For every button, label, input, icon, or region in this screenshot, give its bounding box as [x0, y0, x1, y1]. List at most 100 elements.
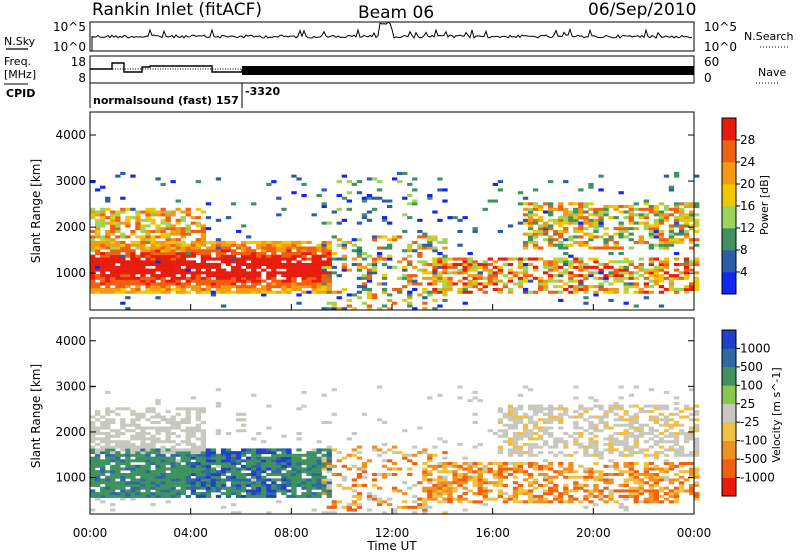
- power-cell-292: [145, 252, 151, 256]
- velocity-cell-2060: [689, 467, 695, 471]
- velocity-cell-1247: [462, 486, 468, 490]
- velocity-cell-135: [115, 475, 121, 479]
- velocity-cell-2014: [673, 440, 680, 444]
- velocity-cell-1296: [482, 489, 488, 493]
- velocity-cell-907: [301, 481, 307, 485]
- power-cell-228: [130, 232, 136, 236]
- power-cell-1032: [336, 257, 342, 261]
- velocity-cell-248: [135, 415, 141, 419]
- velocity-cell-1301: [482, 467, 488, 471]
- velocity-cell-192: [125, 445, 131, 449]
- power-cell-1584: [558, 235, 564, 239]
- power-cell-892: [296, 274, 302, 278]
- power-cell-1942: [658, 243, 665, 247]
- velocity-cell-1645: [583, 483, 589, 487]
- power-cell-1720: [593, 257, 599, 261]
- power-cell-1510: [538, 246, 544, 250]
- power-cell-982: [321, 271, 327, 275]
- velocity-cell-252: [140, 486, 146, 490]
- velocity-cell-57: [100, 481, 106, 485]
- power-cell-237: [135, 279, 141, 283]
- velocity-cbtick-1: 500: [740, 360, 763, 374]
- power-cell-272: [140, 240, 146, 244]
- power-cell-905: [301, 290, 307, 294]
- velocity-cell-1595: [563, 407, 569, 411]
- velocity-cell-1710: [598, 451, 604, 455]
- velocity-cell-1933: [653, 453, 660, 457]
- power-cell-395: [165, 263, 171, 267]
- power-cell-641: [220, 254, 227, 258]
- velocity-cell-407: [170, 486, 176, 490]
- velocity-cell-41: [95, 453, 101, 457]
- velocity-cell-973: [321, 478, 327, 482]
- power-cell-1395: [487, 263, 493, 267]
- power-cell-567: [200, 238, 207, 242]
- power-cell-1310: [442, 199, 448, 203]
- velocity-cell-820: [271, 456, 277, 460]
- velocity-cell-1796: [623, 478, 629, 482]
- power-cell-863: [286, 254, 292, 258]
- power-cell-1361: [467, 252, 473, 256]
- velocity-cell-424: [170, 432, 176, 436]
- velocity-cell-564: [200, 462, 207, 466]
- velocity-cell-952: [316, 486, 322, 490]
- velocity-cell-1138: [422, 508, 428, 512]
- velocity-cell-543: [195, 445, 202, 449]
- velocity-cell-478: [185, 478, 191, 482]
- power-cell-1568: [553, 229, 559, 233]
- velocity-cell-650: [225, 489, 232, 493]
- velocity-cell-81: [105, 478, 111, 482]
- velocity-cell-1048: [356, 475, 363, 479]
- power-cell-1655: [578, 279, 584, 283]
- velocity-cell-480: [185, 473, 191, 477]
- velocity-cell-269: [140, 437, 146, 441]
- velocity-cell-749: [251, 453, 257, 457]
- velocity-cell-1968: [663, 467, 670, 471]
- power-cell-2023: [678, 210, 685, 214]
- velocity-cell-1762: [613, 437, 619, 441]
- power-cell-548: [195, 221, 202, 225]
- velocity-cell-149: [115, 432, 121, 436]
- power-cell-1247: [427, 276, 433, 280]
- power-cell-1604: [563, 238, 569, 242]
- power-cell-1079: [356, 246, 363, 250]
- velocity-cell-1600: [568, 475, 574, 479]
- power-cell-2055: [689, 238, 695, 242]
- velocity-cell-2013: [673, 442, 680, 446]
- velocity-cell-604: [210, 473, 217, 477]
- power-cell-1856: [633, 240, 639, 244]
- power-cell-1638: [573, 265, 579, 269]
- velocity-cell-1318: [497, 494, 504, 498]
- velocity-cell-752: [251, 437, 257, 441]
- velocity-cell-1012: [331, 388, 337, 392]
- velocity-cell-1016: [336, 459, 342, 463]
- power-cell-168: [120, 274, 126, 278]
- velocity-cell-161: [120, 475, 126, 479]
- velocity-cell-1244: [462, 508, 468, 512]
- velocity-cell-1904: [648, 478, 655, 482]
- velocity-cell-461: [180, 470, 186, 474]
- velocity-cell-876: [291, 478, 297, 482]
- velocity-cell-1137: [422, 511, 428, 515]
- power-cell-1709: [588, 207, 594, 211]
- velocity-cell-1477: [532, 445, 539, 449]
- power-cell-1231: [422, 301, 428, 305]
- power-cell-777: [261, 249, 267, 253]
- power-cell-1213: [412, 249, 418, 253]
- power-cell-347: [155, 246, 161, 250]
- power-cell-1711: [588, 185, 594, 189]
- velocity-cell-821: [271, 453, 277, 457]
- velocity-cell-1899: [648, 494, 655, 498]
- power-cell-1270: [432, 257, 438, 261]
- power-cell-587: [205, 252, 212, 256]
- power-cell-670: [230, 271, 237, 275]
- velocity-cell-1561: [553, 407, 559, 411]
- velocity-cell-1647: [583, 475, 589, 479]
- velocity-cell-1635: [578, 432, 584, 436]
- velocity-cell-1118: [407, 486, 413, 490]
- power-cell-1076: [356, 254, 363, 258]
- power-cell-308: [150, 285, 156, 289]
- power-cell-709: [241, 254, 247, 258]
- velocity-cell-541: [195, 451, 202, 455]
- velocity-cell-338: [155, 464, 161, 468]
